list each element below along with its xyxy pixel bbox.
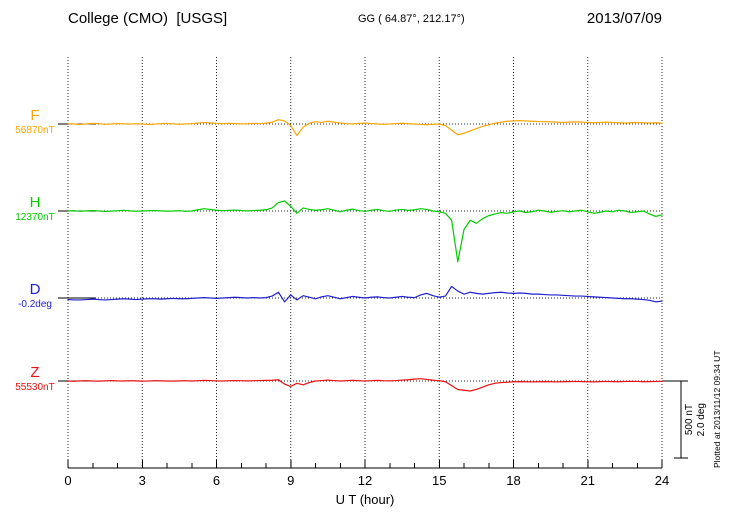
x-tick-label: 6 xyxy=(213,473,220,488)
trace-f xyxy=(67,119,663,137)
x-tick-label: 3 xyxy=(139,473,146,488)
x-tick-label: 0 xyxy=(64,473,71,488)
x-tick-label: 21 xyxy=(581,473,595,488)
trace-label-z: Z xyxy=(30,364,40,381)
x-tick-label: 9 xyxy=(287,473,294,488)
x-tick-label: 12 xyxy=(358,473,372,488)
trace-baseline-value-z: 55530nT xyxy=(15,382,55,393)
geographic-coordinates: GG ( 64.87°, 212.17°) xyxy=(358,13,465,25)
x-tick-label: 24 xyxy=(655,473,669,488)
trace-d xyxy=(67,285,663,303)
trace-label-h: H xyxy=(29,194,41,211)
trace-label-d: D xyxy=(29,281,41,298)
plotted-at-timestamp: Plotted at 2013/11/12 09:34 UT xyxy=(712,350,722,468)
scale-deg-label: 2.0 deg xyxy=(696,403,707,437)
x-axis-label: U T (hour) xyxy=(335,492,395,507)
x-tick-label: 18 xyxy=(506,473,520,488)
station-title: College (CMO) [USGS] xyxy=(68,10,228,27)
x-tick-label: 15 xyxy=(432,473,446,488)
trace-baseline-value-h: 12370nT xyxy=(15,212,55,223)
scale-bar-labels: 500 nT 2.0 deg xyxy=(684,382,707,458)
scale-nt-label: 500 nT xyxy=(684,404,695,436)
trace-z xyxy=(67,378,663,392)
plot-date: 2013/07/09 xyxy=(586,10,662,27)
trace-baseline-value-d: -0.2deg xyxy=(18,299,52,310)
trace-baseline-value-f: 56870nT xyxy=(15,125,55,136)
trace-h xyxy=(67,200,663,263)
trace-label-f: F xyxy=(30,107,40,124)
